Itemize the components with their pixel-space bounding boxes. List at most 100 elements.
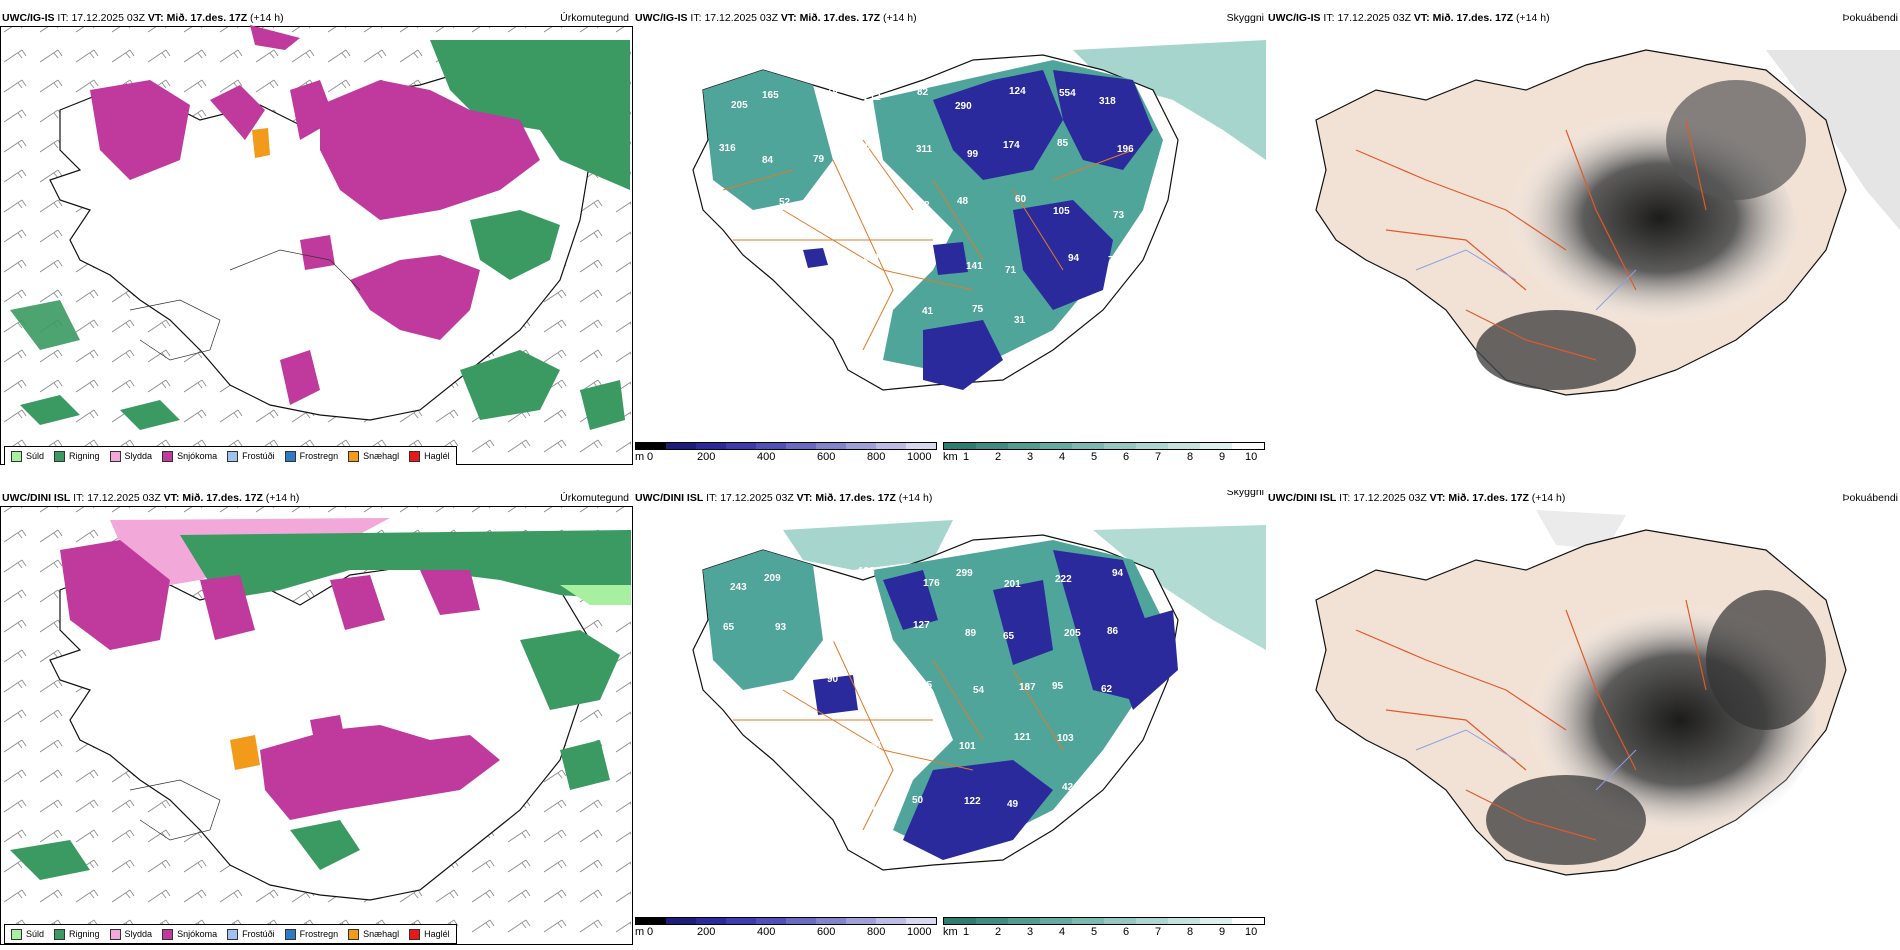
visibility-tick: 9 — [1219, 926, 1226, 938]
fog-map-row2 — [1315, 510, 1847, 876]
visibility-value-label: 318 — [1099, 96, 1116, 107]
elevation-bar — [635, 917, 937, 925]
legend-swatch — [162, 928, 174, 940]
visibility-value-label: 82 — [917, 87, 929, 98]
legend-swatch — [284, 450, 296, 462]
visibility-tick: 6 — [1123, 926, 1130, 938]
panel-type-label: Þokuábendi — [1842, 12, 1898, 24]
precip-map-row1 — [1, 25, 631, 463]
visibility-value-label: 121 — [1014, 732, 1031, 743]
visibility-value-label: 52 — [779, 197, 791, 208]
visibility-value-label: 554 — [1059, 88, 1076, 99]
legend-swatch — [409, 450, 421, 462]
visibility-map-row1: 205 165 76 212 82 290 124 554 318 316 84 79 56 311 99 1… — [692, 40, 1266, 391]
legend-swatch — [348, 928, 360, 940]
visibility-value-label: 176 — [923, 578, 940, 589]
elevation-tick: 600 — [817, 451, 836, 463]
legend-item: Frostúði — [227, 450, 275, 462]
elevation-tick: 800 — [867, 926, 886, 938]
legend-item: Súld — [11, 450, 44, 462]
visibility-value-label: 299 — [956, 568, 973, 579]
visibility-value-label: 85 — [1057, 138, 1069, 149]
legend-item: Slydda — [109, 450, 152, 462]
visibility-value-label: 41 — [922, 306, 934, 317]
visibility-value-label: 48 — [957, 196, 969, 207]
panel-title: UWC/DINI ISL IT: 17.12.2025 03Z VT: Mið.… — [635, 492, 933, 504]
visibility-value-label: 62 — [1101, 684, 1113, 695]
visibility-value-label: 290 — [955, 101, 972, 112]
visibility-panel-row1: UWC/IG-IS IT: 17.12.2025 03Z VT: Mið. 17… — [633, 10, 1266, 465]
visibility-value-label: 44 — [870, 740, 882, 751]
visibility-tick: 9 — [1219, 451, 1226, 463]
visibility-value-label: 105 — [1053, 206, 1070, 217]
visibility-tick: 4 — [1059, 451, 1066, 463]
visibility-value-label: 115 — [763, 690, 780, 701]
visibility-value-label: 705 — [819, 266, 836, 277]
visibility-value-label: 112 — [1114, 739, 1131, 750]
visibility-panel-row2: UWC/DINI ISL IT: 17.12.2025 03Z VT: Mið.… — [633, 490, 1266, 950]
visibility-value-label: 103 — [1057, 733, 1074, 744]
panel-type-label: Úrkomutegund — [560, 12, 629, 24]
visibility-value-label: 109 — [714, 681, 731, 692]
visibility-value-label: 213 — [731, 793, 748, 804]
visibility-tick: 6 — [1123, 451, 1130, 463]
visibility-value-label: 172 — [908, 254, 925, 265]
visibility-tick: 7 — [1155, 926, 1162, 938]
legend-swatch — [54, 928, 66, 940]
visibility-value-label: 101 — [959, 741, 976, 752]
visibility-value-label: 212 — [864, 92, 881, 103]
panel-title: UWC/IG-IS IT: 17.12.2025 03Z VT: Mið. 17… — [1268, 12, 1550, 24]
legend-swatch — [54, 450, 66, 462]
legend-swatch — [227, 928, 239, 940]
visibility-tick: 3 — [1027, 451, 1034, 463]
legend-item: Slydda — [109, 928, 152, 940]
visibility-value-label: 89 — [717, 847, 729, 858]
precip-legend: Súld Rigning Slydda Snjókoma Frostúði Fr… — [4, 924, 457, 944]
elevation-tick: 800 — [867, 451, 886, 463]
visibility-value-label: 49 — [1007, 799, 1019, 810]
visibility-value-label: 60 — [1015, 194, 1027, 205]
legend-item: Rigning — [54, 928, 100, 940]
visibility-tick: 7 — [1155, 451, 1162, 463]
visibility-value-label: 124 — [821, 575, 838, 586]
visibility-tick: 10 — [1245, 451, 1258, 463]
visibility-value-label: 148 — [864, 632, 881, 643]
panel-title: UWC/DINI ISL IT: 17.12.2025 03Z VT: Mið.… — [1268, 492, 1566, 504]
visibility-tick: 8 — [1187, 926, 1194, 938]
fog-panel-row2: UWC/DINI ISL IT: 17.12.2025 03Z VT: Mið.… — [1266, 490, 1900, 950]
visibility-value-label: 165 — [762, 90, 779, 101]
visibility-value-label: 510 — [731, 263, 748, 274]
legend-swatch — [11, 450, 22, 462]
visibility-unit: km — [943, 926, 958, 938]
panel-title: UWC/DINI ISL IT: 17.12.2025 03Z VT: Mið.… — [2, 492, 300, 504]
elevation-unit: m — [635, 926, 645, 938]
elevation-bar — [635, 442, 937, 450]
visibility-tick: 1 — [963, 451, 970, 463]
visibility-bar — [943, 917, 1265, 925]
visibility-value-label: 42 — [1062, 782, 1074, 793]
elevation-tick: 1000 — [907, 926, 932, 938]
legend-swatch — [284, 928, 296, 940]
visibility-value-label: 94 — [1112, 568, 1124, 579]
visibility-value-label: 93 — [775, 622, 787, 633]
visibility-tick: 5 — [1091, 451, 1098, 463]
visibility-value-label: 49 — [827, 730, 839, 741]
legend-swatch — [348, 450, 360, 462]
visibility-value-label: 99 — [967, 149, 979, 160]
visibility-value-label: 54 — [973, 685, 985, 696]
elevation-tick: 400 — [757, 926, 776, 938]
visibility-value-label: 57 — [820, 310, 832, 321]
visibility-value-label: 55 — [921, 680, 933, 691]
elevation-tick: 200 — [697, 926, 716, 938]
visibility-value-label: 65 — [723, 622, 735, 633]
visibility-value-label: 95 — [1052, 681, 1064, 692]
legend-item: Frostúði — [227, 928, 275, 940]
elevation-tick: 400 — [757, 451, 776, 463]
visibility-value-label: 76 — [1108, 255, 1120, 266]
visibility-value-label: 99 — [770, 735, 782, 746]
visibility-value-label: 205 — [731, 100, 748, 111]
legend-item: Haglél — [409, 450, 450, 462]
visibility-value-label: 89 — [965, 628, 977, 639]
visibility-value-label: 71 — [868, 677, 880, 688]
visibility-labels: 205 165 76 212 82 290 124 554 318 316 84 79 56 311 99 1… — [714, 85, 1134, 332]
